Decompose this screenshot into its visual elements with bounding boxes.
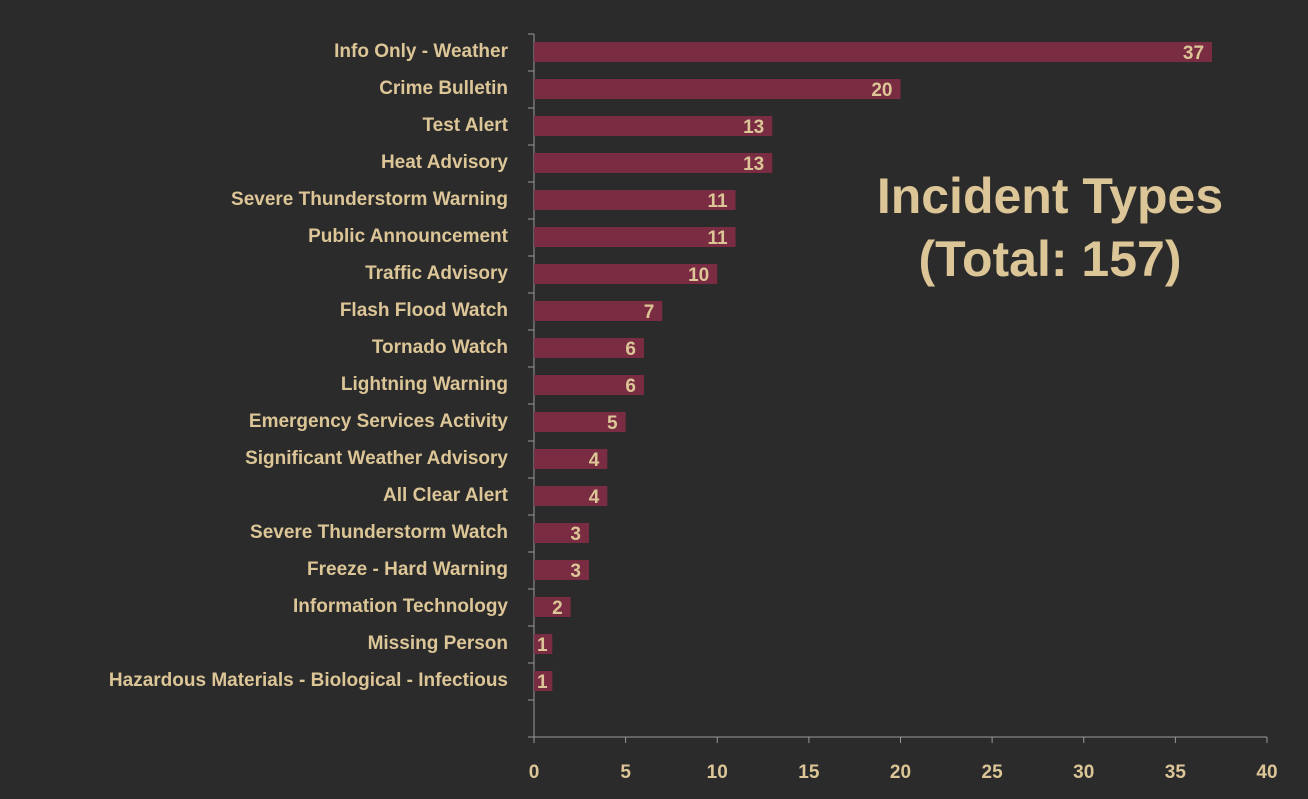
- y-tick-label: Hazardous Materials - Biological - Infec…: [109, 670, 508, 691]
- y-tick-label: Info Only - Weather: [334, 41, 508, 62]
- data-label: 3: [570, 524, 581, 545]
- x-tick-label: 0: [529, 762, 540, 783]
- bar: [534, 116, 773, 136]
- y-tick-label: Severe Thunderstorm Watch: [250, 522, 508, 543]
- x-tick-label: 30: [1073, 762, 1094, 783]
- x-tick-label: 15: [798, 762, 820, 783]
- data-label: 20: [871, 80, 892, 101]
- data-label: 37: [1183, 43, 1204, 64]
- x-tick-label: 10: [707, 762, 728, 783]
- data-label: 13: [743, 154, 764, 175]
- bar: [534, 449, 608, 469]
- x-tick-label: 35: [1165, 762, 1187, 783]
- bar: [534, 412, 626, 432]
- bar: [534, 338, 644, 358]
- data-label: 3: [570, 561, 581, 582]
- y-tick-label: Public Announcement: [308, 226, 509, 247]
- data-label: 11: [707, 228, 728, 249]
- x-tick-label: 20: [890, 762, 911, 783]
- bar: [534, 671, 553, 691]
- data-label: 6: [625, 339, 636, 360]
- y-tick-label: All Clear Alert: [383, 485, 509, 506]
- bar: [534, 79, 901, 99]
- data-label: 4: [589, 487, 600, 508]
- chart-subtitle: (Total: 157): [919, 231, 1182, 287]
- data-label: 6: [625, 376, 636, 397]
- data-label: 1: [537, 635, 548, 656]
- y-tick-label: Test Alert: [422, 115, 508, 136]
- y-tick-label: Information Technology: [293, 596, 508, 617]
- data-label: 1: [537, 672, 548, 693]
- y-tick-label: Flash Flood Watch: [340, 300, 508, 321]
- data-label: 2: [552, 598, 563, 619]
- bar: [534, 227, 736, 247]
- bar: [534, 301, 663, 321]
- bar: [534, 190, 736, 210]
- y-tick-label: Lightning Warning: [341, 374, 508, 395]
- x-tick-label: 40: [1256, 762, 1277, 783]
- bar: [534, 486, 608, 506]
- y-tick-label: Traffic Advisory: [365, 263, 508, 284]
- data-label: 11: [707, 191, 728, 212]
- data-label: 7: [644, 302, 655, 323]
- bar: [534, 634, 553, 654]
- y-tick-label: Significant Weather Advisory: [245, 448, 508, 469]
- bar: [534, 375, 644, 395]
- y-tick-label: Emergency Services Activity: [249, 411, 509, 432]
- data-label: 10: [688, 265, 709, 286]
- y-tick-label: Crime Bulletin: [379, 78, 508, 99]
- data-label: 13: [743, 117, 764, 138]
- y-tick-label: Tornado Watch: [372, 337, 508, 358]
- y-tick-label: Severe Thunderstorm Warning: [231, 189, 508, 210]
- bar: [534, 597, 571, 617]
- y-tick-label: Heat Advisory: [381, 152, 508, 173]
- bar: [534, 264, 718, 284]
- x-tick-label: 25: [982, 762, 1004, 783]
- data-label: 5: [607, 413, 618, 434]
- bar: [534, 560, 589, 580]
- bar: [534, 523, 589, 543]
- data-label: 4: [589, 450, 600, 471]
- bar: [534, 153, 773, 173]
- chart-title: Incident Types: [877, 168, 1223, 224]
- bar: [534, 42, 1213, 62]
- y-tick-label: Freeze - Hard Warning: [307, 559, 508, 580]
- y-tick-label: Missing Person: [368, 633, 508, 654]
- x-tick-label: 5: [620, 762, 631, 783]
